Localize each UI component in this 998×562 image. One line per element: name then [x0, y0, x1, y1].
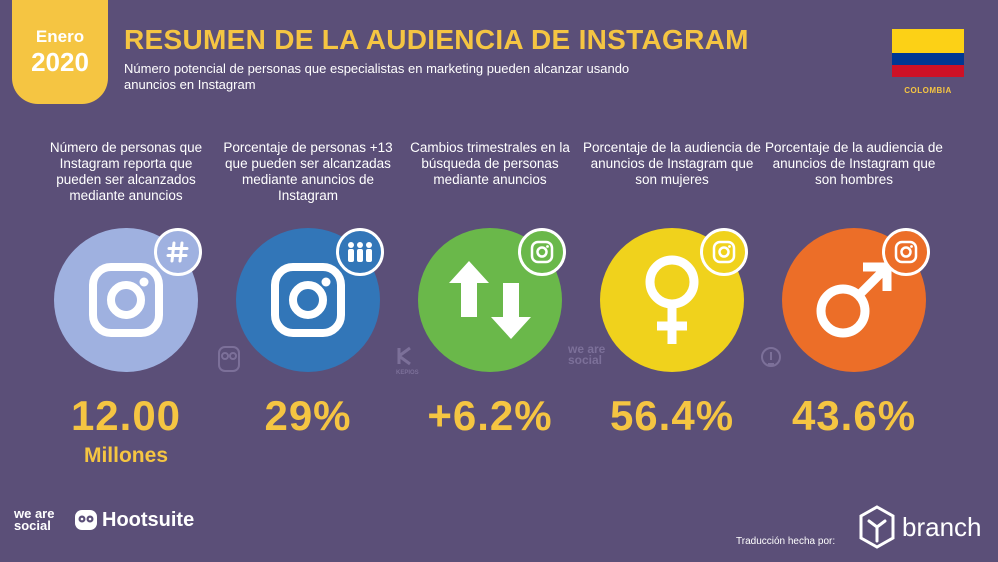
page-subtitle: Número potencial de personas que especia…	[124, 61, 630, 92]
date-month: Enero	[35, 27, 85, 46]
stat-value: 12.00	[70, 392, 182, 439]
page-title: RESUMEN DE LA AUDIENCIA DE INSTAGRAM	[124, 24, 749, 55]
hootsuite-wordmark: Hootsuite	[102, 508, 195, 531]
hootsuite-logo: Hootsuite	[74, 508, 194, 532]
country-label: COLOMBIA	[904, 86, 952, 95]
stat-description: Porcentaje de personas +13 que pueden se…	[223, 140, 393, 203]
instagram-icon	[700, 228, 748, 276]
hashtag-icon	[154, 228, 202, 276]
stat-card-men: Porcentaje de la audiencia de anuncios d…	[764, 140, 944, 480]
instagram-icon	[882, 228, 930, 276]
branch-hexagon-icon	[859, 505, 895, 549]
branch-wordmark: branch	[902, 511, 982, 542]
stat-unit: Millones	[83, 444, 168, 467]
wearesocial-logo: we are social	[14, 506, 55, 533]
wearesocial-watermark: we are social	[568, 342, 606, 367]
footer-logos: we are social Hootsuite	[14, 506, 194, 533]
stat-description: Porcentaje de la audiencia de anuncios d…	[583, 140, 761, 187]
colombia-flag-icon	[892, 29, 964, 77]
owl-icon	[75, 510, 97, 530]
stat-description: Cambios trimestrales en la búsqueda de p…	[410, 140, 570, 187]
stat-description: Porcentaje de la audiencia de anuncios d…	[765, 140, 943, 187]
date-badge: Enero 2020	[12, 0, 108, 104]
stat-card-women: Porcentaje de la audiencia de anuncios d…	[582, 140, 762, 480]
instagram-icon	[518, 228, 566, 276]
stat-value: 56.4%	[609, 392, 735, 439]
stat-value: +6.2%	[427, 392, 553, 439]
stat-card-percentage: Porcentaje de personas +13 que pueden se…	[218, 140, 398, 480]
stat-card-quarterly-change: Cambios trimestrales en la búsqueda de p…	[400, 140, 580, 480]
date-year: 2020	[31, 47, 89, 77]
translation-credit: Traducción hecha por:	[736, 536, 836, 547]
hootsuite-watermark-icon	[218, 346, 240, 374]
stat-card-reach: Número de personas que Instagram reporta…	[36, 140, 216, 480]
kepios-watermark: KEPIOS	[396, 346, 419, 378]
branch-logo: branch	[858, 505, 982, 549]
lightbulb-watermark-icon	[760, 346, 782, 372]
stat-value: 29%	[264, 392, 352, 439]
stat-description: Número de personas que Instagram reporta…	[49, 140, 203, 203]
stat-value: 43.6%	[791, 392, 917, 439]
people-icon	[336, 228, 384, 276]
